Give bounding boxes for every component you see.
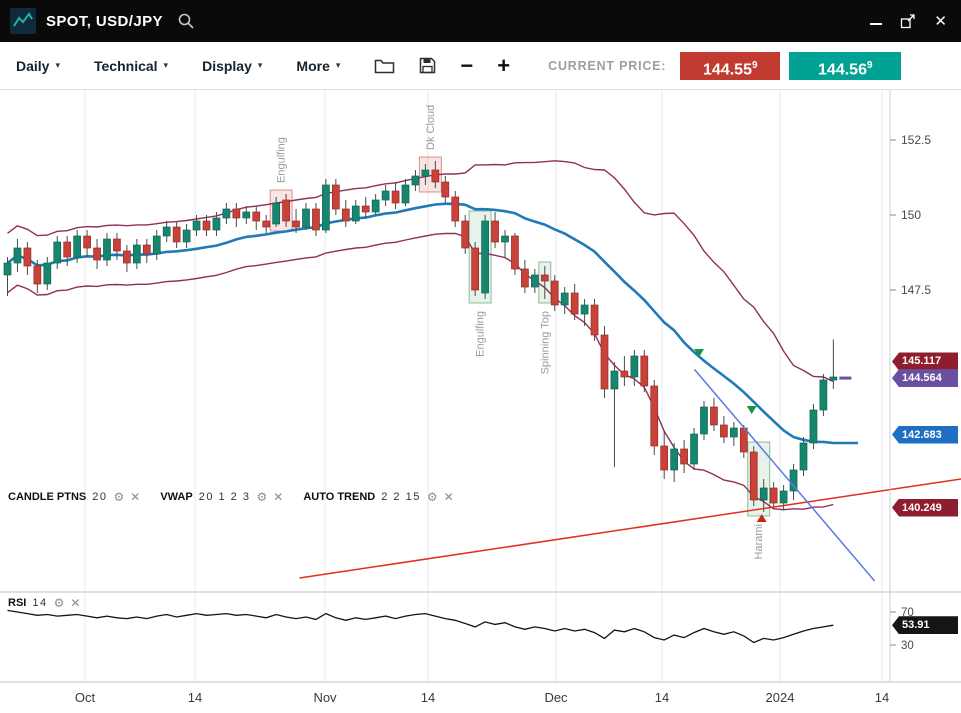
chart-area: Engulfing Dk Cloud Engulfing Spinning Top Ha… [0,90,961,713]
ask-price-pip: 9 [866,59,873,71]
price-chart[interactable]: Engulfing Dk Cloud Engulfing Spinning Top Ha… [0,90,961,713]
price-axis-tag: 144.564 [892,369,958,388]
price-axis-tag: 140.249 [892,498,958,517]
support-trendline[interactable] [299,478,961,579]
indicator-params: 20 [92,491,108,503]
menu-more-label: More [296,57,330,74]
resistance-trendline[interactable] [693,369,876,582]
rsi-line [7,609,834,644]
indicator-settings-icon[interactable]: ⚙ [113,490,125,504]
pattern-label: Dk Cloud [425,105,437,150]
popout-button[interactable] [900,13,916,29]
ask-price-button[interactable]: 144.569 [789,51,902,80]
bid-price-value: 144.55 [703,60,752,78]
indicator-name: VWAP [160,491,193,503]
save-icon [420,57,436,74]
indicator-auto-trend: AUTO TREND 2 2 15 ⚙ ✕ [303,490,453,504]
indicator-vwap: VWAP 20 1 2 3 ⚙ ✕ [160,490,283,504]
time-axis-label: 14 [421,690,435,705]
minimize-button[interactable] [870,23,883,25]
indicator-name: CANDLE PTNS [8,491,87,503]
app-logo-icon [10,8,36,34]
caret-down-icon: ▾ [335,60,341,70]
menu-display-label: Display [202,57,252,74]
rsi-axis-label: 30 [901,640,914,652]
price-axis-tag: 142.683 [892,425,958,444]
time-axis-label: 14 [875,690,889,705]
indicator-rsi: RSI 14 ⚙ ✕ [8,596,80,610]
indicator-params: 14 [32,597,48,609]
indicator-settings-icon[interactable]: ⚙ [256,490,268,504]
pattern-label: Engulfing [475,311,487,357]
time-axis-label: 14 [655,690,669,705]
menu-daily-label: Daily [16,57,50,74]
pattern-label: Harami [753,524,765,559]
ask-price-value: 144.56 [818,60,867,78]
zoom-out-button[interactable]: − [460,52,474,78]
open-folder-button[interactable] [374,57,395,74]
swing-high-marker-icon [746,406,757,414]
pattern-label: Engulfing [276,137,288,183]
pattern-label: Spinning Top [539,311,551,374]
menu-display[interactable]: Display ▾ [202,58,262,74]
indicator-params: 20 1 2 3 [198,491,251,503]
save-button[interactable] [419,57,436,74]
window-title: SPOT, USD/JPY [46,12,163,30]
menu-daily[interactable]: Daily ▾ [16,58,60,74]
price-axis-label: 152.5 [901,133,931,147]
time-axis-label: Oct [75,690,96,705]
menu-technical[interactable]: Technical ▾ [94,58,168,74]
menu-more[interactable]: More ▾ [296,58,340,74]
indicator-remove-icon[interactable]: ✕ [273,490,284,504]
indicator-remove-icon[interactable]: ✕ [443,490,454,504]
price-axis-label: 147.5 [901,283,931,297]
price-axis-tag: 145.117 [892,352,958,371]
caret-down-icon: ▾ [163,60,169,70]
vwap-upper-band [7,160,834,383]
indicator-settings-icon[interactable]: ⚙ [426,490,438,504]
price-axis-label: 150 [901,208,921,222]
gridlines [84,90,883,682]
folder-icon [375,59,395,74]
bid-price-button[interactable]: 144.559 [680,51,781,80]
bid-price-pip: 9 [751,59,758,71]
current-price-label: CURRENT PRICE: [548,58,667,73]
toolbar: Daily ▾ Technical ▾ Display ▾ More ▾ − +… [0,42,961,90]
time-axis-label: Nov [313,690,337,705]
indicator-candle-ptns: CANDLE PTNS 20 ⚙ ✕ [8,490,140,504]
zoom-in-button[interactable]: + [497,52,511,78]
close-button[interactable]: ✕ [934,12,947,30]
search-icon[interactable] [177,12,195,30]
rsi-indicator-legend: RSI 14 ⚙ ✕ [8,596,100,610]
time-axis-label: 2024 [766,690,795,705]
time-axis-label: 14 [188,690,202,705]
indicator-name: RSI [8,597,27,609]
rsi-axis-label: 70 [901,607,914,619]
swing-low-marker-icon [756,514,767,522]
main-indicator-legend: CANDLE PTNS 20 ⚙ ✕ VWAP 20 1 2 3 ⚙ ✕ AUT… [8,490,474,504]
indicator-remove-icon[interactable]: ✕ [130,490,141,504]
time-axis-label: Dec [544,690,568,705]
candles [3,161,838,512]
vwap-line [6,202,858,445]
titlebar: SPOT, USD/JPY ✕ [0,0,961,42]
menu-technical-label: Technical [94,57,158,74]
indicator-name: AUTO TREND [303,491,376,503]
vwap-lower-band [7,232,834,511]
indicator-settings-icon[interactable]: ⚙ [53,596,65,610]
indicator-remove-icon[interactable]: ✕ [70,596,81,610]
caret-down-icon: ▾ [257,60,263,70]
caret-down-icon: ▾ [55,60,60,70]
swing-high-marker-icon [694,349,705,357]
rsi-value-tag: 53.91 [892,616,958,635]
indicator-params: 2 2 15 [381,491,421,503]
window-controls: ✕ [870,13,947,29]
